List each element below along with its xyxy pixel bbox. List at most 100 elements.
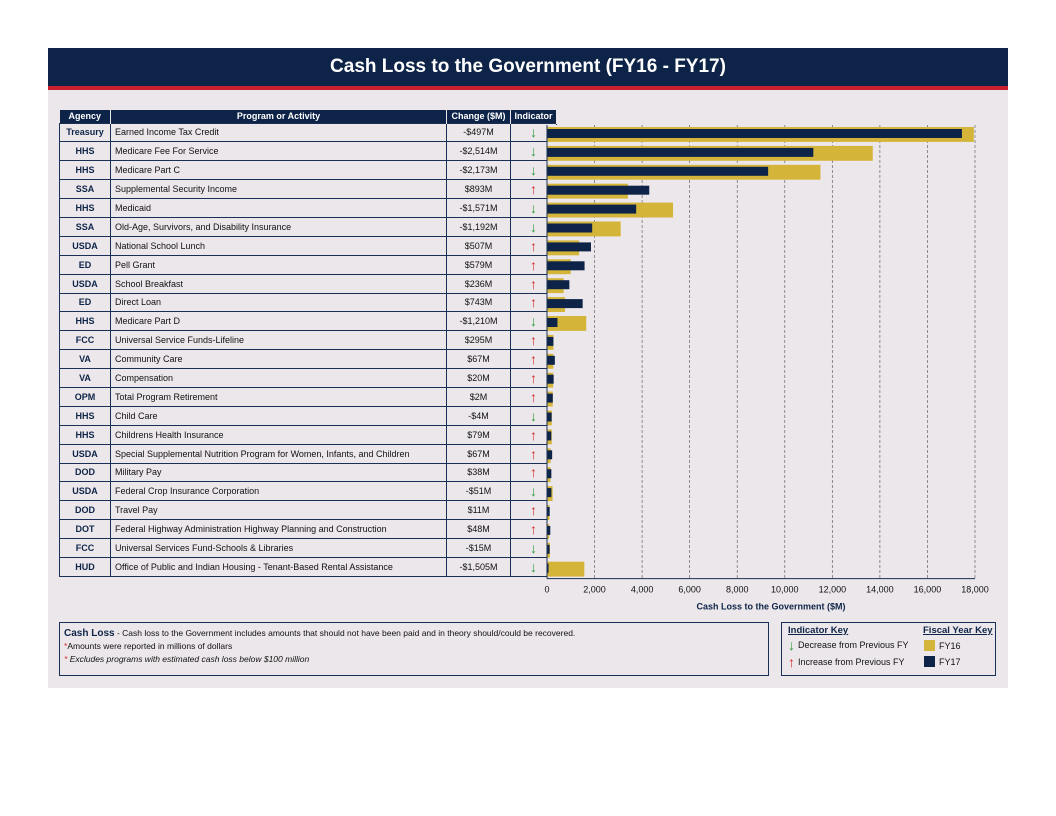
bar-fy17 bbox=[547, 525, 551, 535]
change-cell: -$2,173M bbox=[446, 160, 511, 181]
x-axis-label: Cash Loss to the Government ($M) bbox=[696, 602, 845, 612]
program-cell: Office of Public and Indian Housing - Te… bbox=[110, 556, 447, 577]
change-cell: $11M bbox=[446, 500, 511, 521]
bar-fy17 bbox=[547, 469, 552, 479]
x-tick-label: 10,000 bbox=[771, 585, 799, 595]
program-cell: Federal Highway Administration Highway P… bbox=[110, 519, 447, 540]
x-tick-label: 6,000 bbox=[678, 585, 701, 595]
legend-decrease-label: Decrease from Previous FY bbox=[798, 640, 909, 650]
change-cell: -$2,514M bbox=[446, 141, 511, 162]
x-tick-label: 18,000 bbox=[961, 585, 989, 595]
change-cell: $236M bbox=[446, 273, 511, 294]
down-arrow-icon: ↓ bbox=[510, 160, 557, 181]
change-cell: -$15M bbox=[446, 538, 511, 558]
program-cell: Childrens Health Insurance bbox=[110, 424, 447, 445]
bar-fy17 bbox=[547, 336, 554, 346]
notes-line-2: *Amounts were reported in millions of do… bbox=[64, 640, 764, 653]
agency-cell: ED bbox=[59, 292, 111, 313]
program-cell: Direct Loan bbox=[110, 292, 447, 313]
table-row: USDA Special Supplemental Nutrition Progr… bbox=[59, 443, 557, 464]
bar-fy17 bbox=[547, 563, 549, 573]
indicator-key-title: Indicator Key bbox=[788, 625, 849, 636]
change-cell: $20M bbox=[446, 368, 511, 388]
agency-cell: HHS bbox=[59, 141, 111, 162]
agency-cell: HHS bbox=[59, 405, 111, 426]
change-cell: $79M bbox=[446, 424, 511, 445]
bar-fy17 bbox=[547, 355, 555, 365]
fy17-swatch bbox=[924, 656, 935, 667]
up-arrow-icon: ↑ bbox=[788, 654, 795, 670]
x-tick-label: 12,000 bbox=[819, 585, 847, 595]
x-tick-label: 4,000 bbox=[631, 585, 654, 595]
bar-fy17 bbox=[547, 450, 553, 460]
table-row: HHS Childrens Health Insurance $79M ↑ bbox=[59, 424, 557, 445]
program-cell: Travel Pay bbox=[110, 500, 447, 521]
title-bar: Cash Loss to the Government (FY16 - FY17… bbox=[48, 48, 1008, 90]
change-cell: -$4M bbox=[446, 405, 511, 426]
x-tick-label: 16,000 bbox=[914, 585, 942, 595]
program-cell: Community Care bbox=[110, 349, 447, 370]
up-arrow-icon: ↑ bbox=[510, 330, 557, 351]
table-header: Agency Program or Activity Change ($M) I… bbox=[59, 110, 557, 123]
program-cell: Medicare Part D bbox=[110, 311, 447, 332]
up-arrow-icon: ↑ bbox=[510, 443, 557, 464]
bar-fy17 bbox=[547, 223, 593, 233]
table-row: VA Community Care $67M ↑ bbox=[59, 349, 557, 370]
table-row: ED Pell Grant $579M ↑ bbox=[59, 254, 557, 275]
bar-fy17 bbox=[547, 488, 552, 498]
report-panel: Cash Loss to the Government (FY16 - FY17… bbox=[48, 48, 1008, 688]
program-cell: Supplemental Security Income bbox=[110, 179, 447, 200]
asterisk: * bbox=[64, 654, 68, 664]
agency-cell: OPM bbox=[59, 386, 111, 407]
notes-line-1: Cash Loss - Cash loss to the Government … bbox=[64, 627, 764, 640]
fy16-swatch bbox=[924, 640, 935, 651]
header-program: Program or Activity bbox=[110, 110, 447, 123]
page-title: Cash Loss to the Government (FY16 - FY17… bbox=[330, 56, 726, 77]
bar-fy17 bbox=[547, 393, 553, 403]
legend-box: Indicator Key Fiscal Year Key ↓ Decrease… bbox=[781, 622, 996, 676]
table-row: HHS Medicare Part C -$2,173M ↓ bbox=[59, 160, 557, 181]
program-cell: Special Supplemental Nutrition Program f… bbox=[110, 443, 447, 464]
program-cell: Medicare Fee For Service bbox=[110, 141, 447, 162]
down-arrow-icon: ↓ bbox=[510, 141, 557, 162]
agency-cell: HUD bbox=[59, 556, 111, 577]
up-arrow-icon: ↑ bbox=[510, 349, 557, 370]
down-arrow-icon: ↓ bbox=[510, 481, 557, 502]
change-cell: $67M bbox=[446, 443, 511, 464]
down-arrow-icon: ↓ bbox=[510, 122, 557, 143]
table-row: HHS Medicare Fee For Service -$2,514M ↓ bbox=[59, 141, 557, 162]
bar-fy17 bbox=[547, 147, 814, 157]
table-row: DOT Federal Highway Administration Highwa… bbox=[59, 519, 557, 540]
notes-units: Amounts were reported in millions of dol… bbox=[67, 641, 233, 651]
up-arrow-icon: ↑ bbox=[510, 292, 557, 313]
table-row: HUD Office of Public and Indian Housing -… bbox=[59, 556, 557, 577]
table-row: OPM Total Program Retirement $2M ↑ bbox=[59, 386, 557, 407]
header-agency: Agency bbox=[59, 110, 111, 123]
program-cell: Old-Age, Survivors, and Disability Insur… bbox=[110, 216, 447, 237]
header-indicator: Indicator bbox=[510, 110, 557, 123]
program-cell: Total Program Retirement bbox=[110, 386, 447, 407]
change-cell: $507M bbox=[446, 235, 511, 256]
down-arrow-icon: ↓ bbox=[510, 556, 557, 577]
legend-increase-label: Increase from Previous FY bbox=[798, 657, 905, 667]
bar-fy17 bbox=[547, 204, 637, 214]
down-arrow-icon: ↓ bbox=[510, 405, 557, 426]
down-arrow-icon: ↓ bbox=[788, 637, 795, 653]
agency-cell: HHS bbox=[59, 311, 111, 332]
legend-fy17: FY17 bbox=[924, 656, 961, 667]
bar-fy17 bbox=[547, 544, 550, 554]
bar-fy17 bbox=[547, 129, 962, 138]
table-row: HHS Child Care -$4M ↓ bbox=[59, 405, 557, 426]
legend-fy17-label: FY17 bbox=[939, 656, 961, 667]
bar-fy17 bbox=[547, 318, 558, 327]
table-row: HHS Medicare Part D -$1,210M ↓ bbox=[59, 311, 557, 332]
table-row: USDA School Breakfast $236M ↑ bbox=[59, 273, 557, 294]
cash-loss-bar-chart: 0 2,000 4,000 6,000 8,000 10,000 12,000 14,000 1… bbox=[544, 125, 989, 612]
notes-exclusion: Excludes programs with estimated cash lo… bbox=[69, 654, 310, 664]
notes-line-3: * Excludes programs with estimated cash … bbox=[64, 653, 764, 666]
table-row: DOD Travel Pay $11M ↑ bbox=[59, 500, 557, 521]
bar-fy17 bbox=[547, 280, 570, 290]
notes-definition: - Cash loss to the Government includes a… bbox=[114, 628, 576, 638]
header-change: Change ($M) bbox=[446, 110, 511, 123]
change-cell: $579M bbox=[446, 254, 511, 275]
